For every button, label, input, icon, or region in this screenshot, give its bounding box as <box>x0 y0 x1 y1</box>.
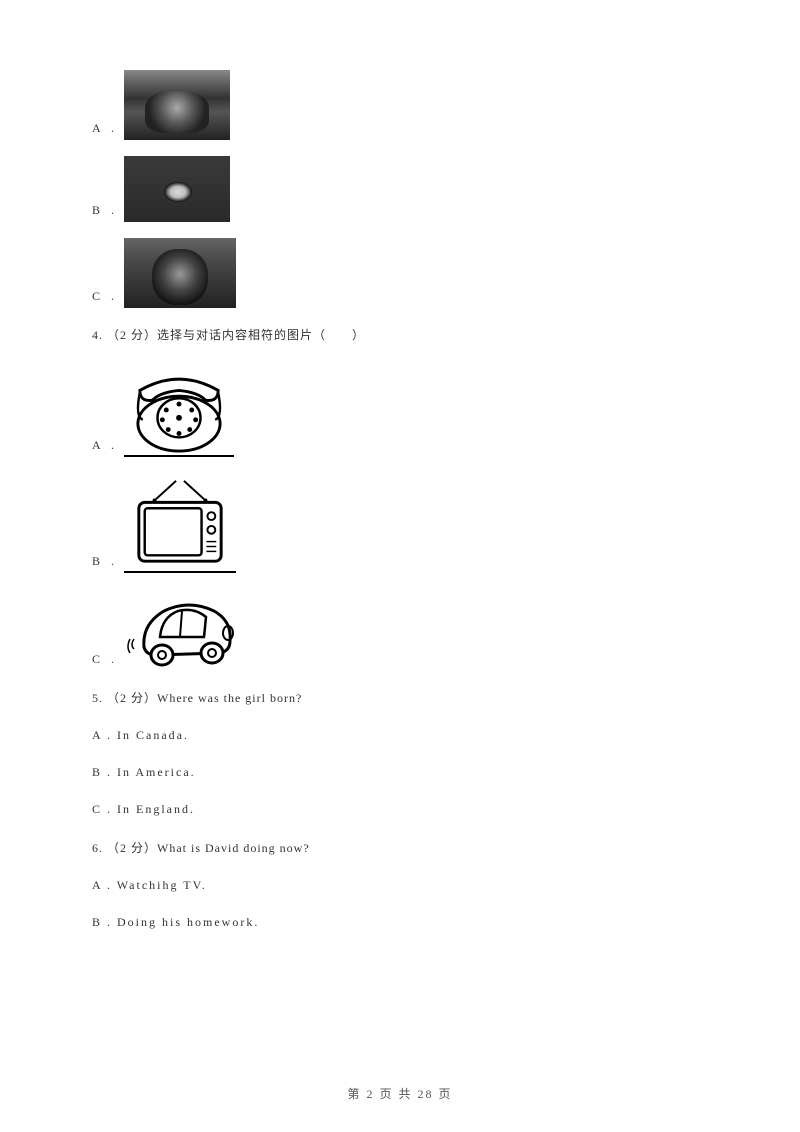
car-image <box>124 589 242 671</box>
option-label-b: B . <box>92 203 118 218</box>
option-label-a: A . <box>92 121 118 136</box>
page-content: A . B . C . 4. （2 分）选择与对话内容相符的图片（ ） A . <box>0 0 800 930</box>
q6-option-b: B . Doing his homework. <box>92 915 708 930</box>
option-c-animal: C . <box>92 238 708 308</box>
page-footer: 第 2 页 共 28 页 <box>0 1085 800 1102</box>
option-b-q4: B . <box>92 473 708 573</box>
tiger-image <box>124 70 230 140</box>
q5-option-b: B . In America. <box>92 765 708 780</box>
option-c-q4: C . <box>92 589 708 671</box>
option-a-q4: A . <box>92 363 708 457</box>
lion-image <box>124 238 236 308</box>
panda-image <box>124 156 230 222</box>
option-label-a-q4: A . <box>92 438 118 453</box>
question-6: 6. （2 分）What is David doing now? <box>92 839 708 856</box>
option-a-animal: A . <box>92 70 708 140</box>
q6-option-a: A . Watchihg TV. <box>92 878 708 893</box>
question-5: 5. （2 分）Where was the girl born? <box>92 689 708 706</box>
q5-option-a: A . In Canada. <box>92 728 708 743</box>
option-label-b-q4: B . <box>92 554 118 569</box>
option-label-c: C . <box>92 289 118 304</box>
question-4: 4. （2 分）选择与对话内容相符的图片（ ） <box>92 326 708 343</box>
tv-image <box>124 473 236 573</box>
option-b-animal: B . <box>92 156 708 222</box>
q5-option-c: C . In England. <box>92 802 708 817</box>
telephone-image <box>124 363 234 457</box>
option-label-c-q4: C . <box>92 652 118 667</box>
